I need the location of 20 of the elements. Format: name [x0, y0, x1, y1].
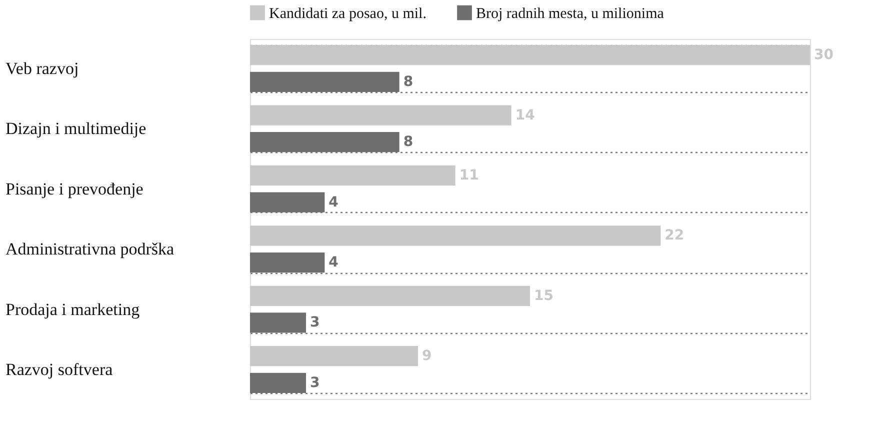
bar [250, 346, 418, 366]
bar [250, 45, 810, 66]
bar [250, 286, 530, 306]
bar [250, 165, 456, 186]
y-tick-label: Razvoj softvera [6, 360, 114, 379]
legend-label: Broj radnih mesta, u milionima [476, 6, 664, 22]
bar [250, 105, 512, 126]
data-label: 3 [310, 374, 320, 391]
y-tick-label: Dizajn i multimedije [6, 119, 146, 138]
y-tick-label: Veb razvoj [6, 59, 79, 78]
y-tick-label: Prodaja i marketing [6, 300, 140, 319]
legend-label: Kandidati za posao, u mil. [269, 6, 426, 22]
data-label: 4 [328, 254, 339, 271]
data-label: 8 [403, 74, 414, 90]
y-tick-label: Administrativna podrška [6, 240, 175, 259]
bar [250, 226, 661, 246]
data-label: 4 [328, 194, 339, 210]
data-label: 3 [310, 314, 320, 331]
data-label: 8 [403, 134, 414, 150]
y-tick-label: Pisanje i prevođenje [6, 179, 144, 198]
